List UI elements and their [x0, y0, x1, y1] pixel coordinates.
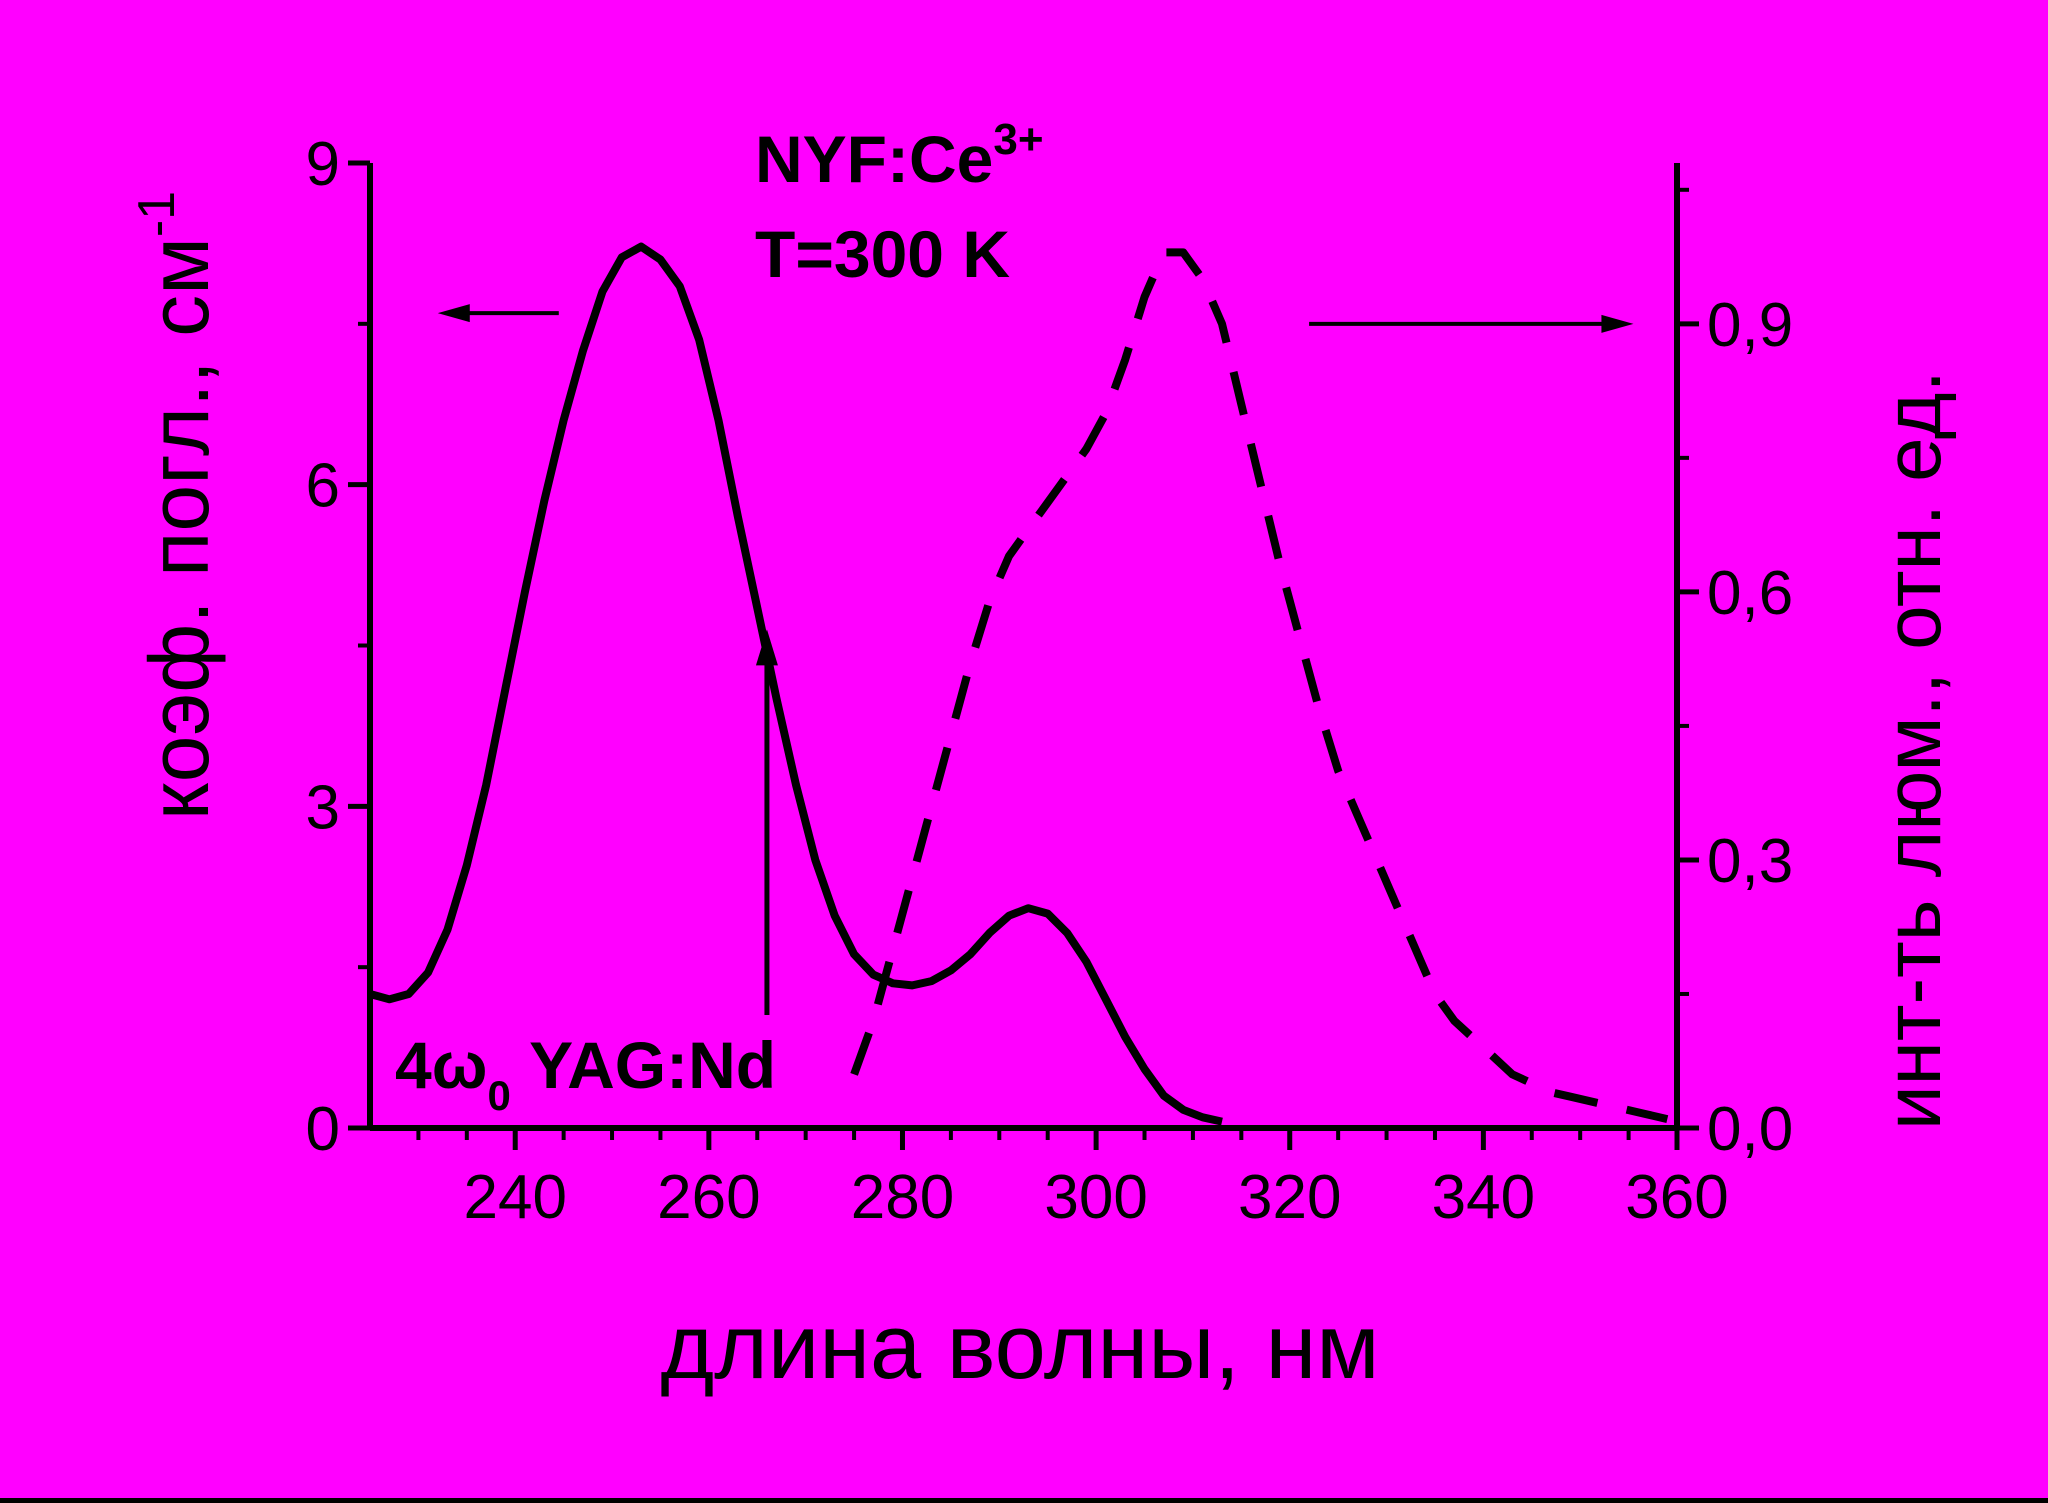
- y-right-tick-label-2: 0,6: [1707, 559, 1793, 628]
- luminescence-series-line: [850, 248, 1669, 1123]
- y-right-axis-label: инт-ть люм., отн. ед.: [1868, 370, 1957, 1130]
- laser-annotation-subscript: 0: [487, 1072, 510, 1119]
- x-tick-label-260: 260: [657, 1163, 760, 1232]
- left-axis-arrow-head: [437, 304, 470, 323]
- y-left-axis-label-superscript: -1: [128, 191, 186, 237]
- x-tick-label-340: 340: [1432, 1163, 1535, 1232]
- laser-annotation-prefix: 4ω: [395, 1028, 487, 1102]
- compound-annotation-main: NYF:Ce: [755, 122, 993, 196]
- x-axis-label: длина волны, нм: [660, 1296, 1379, 1398]
- x-tick-label-280: 280: [851, 1163, 954, 1232]
- x-tick-label-300: 300: [1044, 1163, 1147, 1232]
- y-right-tick-label-1: 0,3: [1707, 827, 1793, 896]
- y-right-tick-label-3: 0,9: [1707, 291, 1793, 360]
- temperature-annotation: T=300 K: [755, 217, 1010, 291]
- compound-annotation-superscript: 3+: [993, 115, 1043, 164]
- y-left-tick-label-3: 3: [306, 773, 340, 842]
- x-tick-label-320: 320: [1238, 1163, 1341, 1232]
- laser-annotation-suffix: YAG:Nd: [511, 1028, 776, 1102]
- y-left-tick-label-6: 6: [306, 452, 340, 521]
- laser-arrow-head: [755, 629, 778, 666]
- x-tick-label-360: 360: [1625, 1163, 1728, 1232]
- x-tick-label-240: 240: [463, 1163, 566, 1232]
- y-left-axis-label-main: коэф. погл., см: [132, 237, 226, 820]
- y-left-axis-label: коэф. погл., см-1: [128, 191, 226, 820]
- y-left-tick-label-0: 0: [306, 1095, 340, 1164]
- right-axis-arrow-head: [1601, 314, 1634, 333]
- y-right-tick-label-0: 0,0: [1707, 1095, 1793, 1164]
- compound-annotation: NYF:Ce3+: [755, 115, 1044, 196]
- absorption-series-line: [368, 242, 1223, 1126]
- laser-annotation: 4ω0 YAG:Nd: [395, 1028, 776, 1119]
- y-left-tick-label-9: 9: [306, 130, 340, 199]
